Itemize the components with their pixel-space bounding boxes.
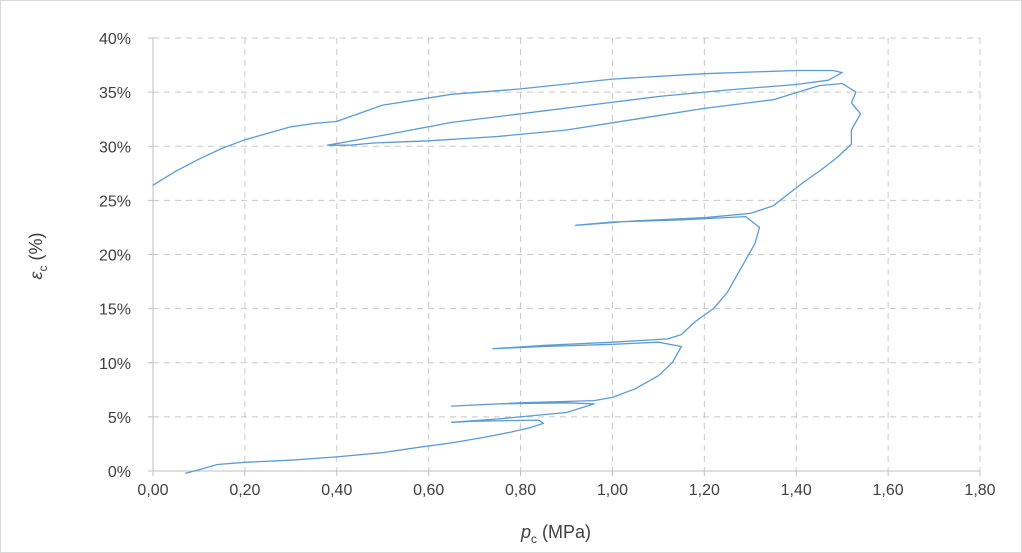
y-axis-title-sub: c bbox=[36, 266, 50, 272]
y-axis-title-group: εc (%) bbox=[26, 233, 50, 280]
x-axis-title-main: p bbox=[520, 522, 531, 542]
x-tick-label: 0,60 bbox=[413, 482, 444, 499]
x-axis-title-unit: (MPa) bbox=[537, 522, 591, 542]
x-tick-label: 0,40 bbox=[321, 482, 352, 499]
x-tick-label: 1,40 bbox=[781, 482, 812, 499]
y-tick-label: 40% bbox=[99, 31, 131, 48]
axes bbox=[148, 37, 981, 476]
series bbox=[152, 69, 862, 474]
grid bbox=[153, 37, 981, 471]
x-tick-label: 1,60 bbox=[873, 482, 904, 499]
y-tick-label: 0% bbox=[108, 464, 131, 481]
y-tick-label: 5% bbox=[108, 410, 131, 427]
x-tick-label: 0,20 bbox=[229, 482, 260, 499]
y-axis-title-unit: (%) bbox=[26, 233, 46, 266]
y-axis-title-main: ε bbox=[26, 270, 46, 279]
x-tick-label: 1,80 bbox=[964, 482, 995, 499]
y-tick-label: 20% bbox=[99, 248, 131, 265]
x-tick-label: 1,00 bbox=[597, 482, 628, 499]
x-tick-label: 0,80 bbox=[505, 482, 536, 499]
y-tick-label: 15% bbox=[99, 302, 131, 319]
x-axis-title-sub: c bbox=[531, 532, 537, 546]
y-tick-label: 35% bbox=[99, 85, 131, 102]
tick-labels: 0,00 0,20 0,40 0,60 0,80 1,00 1,20 1,40 1,60 1,80… bbox=[99, 31, 996, 499]
y-tick-label: 10% bbox=[99, 356, 131, 373]
y-axis-title: εc (%) bbox=[26, 233, 50, 280]
series-line bbox=[152, 69, 862, 474]
y-tick-label: 25% bbox=[99, 193, 131, 210]
x-axis-title: pc (MPa) bbox=[520, 522, 591, 546]
x-tick-label: 1,20 bbox=[689, 482, 720, 499]
y-tick-label: 30% bbox=[99, 139, 131, 156]
x-tick-label: 0,00 bbox=[137, 482, 168, 499]
